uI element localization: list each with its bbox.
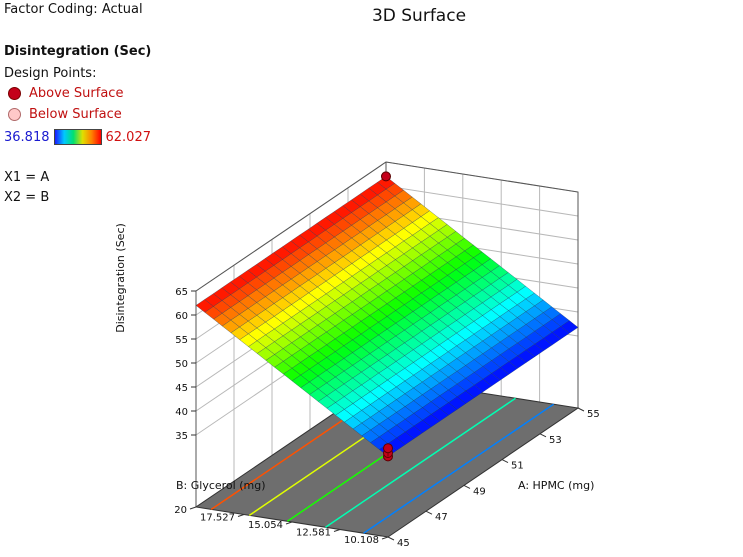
y-axis-tick-label: 10.108 — [344, 535, 379, 546]
x-axis-tick-label: 49 — [473, 486, 486, 497]
z-axis-tick-label: 60 — [175, 311, 188, 322]
surface-cell — [195, 299, 214, 313]
x-axis-tick-label: 55 — [587, 409, 600, 420]
z-axis-tick-label: 65 — [175, 287, 188, 298]
z-axis-tick-label: 40 — [175, 407, 188, 418]
x-axis-tick-label: 45 — [397, 538, 410, 549]
z-axis-tick-label: 50 — [175, 359, 188, 370]
legend-below-surface: Below Surface — [8, 107, 122, 122]
y-axis-tick — [333, 529, 341, 532]
x-axis-tick — [501, 459, 509, 464]
color-scale: 36.818 62.027 — [4, 128, 151, 146]
plot-axes: 45 47 49 51 53 55 10.108 12.581 15.054 17.527 20 35… — [114, 223, 600, 549]
floor-contour-line — [325, 397, 516, 528]
x2-equation: X2 = B — [4, 190, 50, 205]
design-points-label: Design Points: — [4, 66, 97, 81]
design-point-marker — [383, 443, 393, 454]
response-surface — [195, 176, 579, 457]
design-points — [381, 171, 393, 462]
design-point-marker — [381, 171, 391, 182]
z-axis-tick-label: 55 — [175, 335, 188, 346]
x-axis-tick-label: 51 — [511, 461, 524, 472]
x-axis-title: A: HPMC (mg) — [518, 479, 594, 492]
response-title: Disintegration (Sec) — [4, 44, 152, 59]
below-surface-marker-icon — [8, 108, 21, 121]
z-axis-tick-label: 35 — [175, 431, 188, 442]
legend-above-surface: Above Surface — [8, 86, 123, 101]
x-axis-tick — [463, 484, 471, 489]
y-axis-tick-label: 20 — [174, 505, 187, 516]
below-surface-label: Below Surface — [29, 107, 122, 122]
color-scale-gradient — [53, 129, 102, 145]
chart-title: 3D Surface — [371, 6, 467, 26]
color-scale-max: 62.027 — [105, 129, 152, 145]
y-axis-tick — [285, 521, 293, 525]
x-axis-tick-label: 47 — [435, 512, 448, 523]
y-axis-tick — [237, 514, 245, 517]
y-axis-tick — [189, 506, 197, 510]
x-axis-tick — [539, 433, 547, 438]
x-axis-tick — [387, 536, 395, 541]
x-axis-tick — [577, 407, 585, 412]
floor-contour-line — [363, 403, 555, 534]
y-axis-tick — [381, 536, 389, 540]
y-axis-tick-label: 17.527 — [200, 513, 235, 524]
y-axis-title: B: Glycerol (mg) — [176, 479, 266, 492]
y-axis-tick-label: 12.581 — [296, 528, 331, 539]
y-axis-tick-label: 15.054 — [248, 520, 283, 531]
above-surface-label: Above Surface — [29, 86, 124, 101]
above-surface-marker-icon — [8, 87, 21, 100]
color-scale-min: 36.818 — [4, 129, 50, 145]
x-axis-tick — [425, 510, 433, 515]
x-axis-tick-label: 53 — [549, 435, 562, 446]
x1-equation: X1 = A — [4, 170, 50, 185]
factor-coding-label: Factor Coding: Actual — [4, 2, 143, 17]
z-axis-title: Disintegration (Sec) — [114, 223, 127, 333]
z-axis-tick-label: 45 — [175, 383, 188, 394]
